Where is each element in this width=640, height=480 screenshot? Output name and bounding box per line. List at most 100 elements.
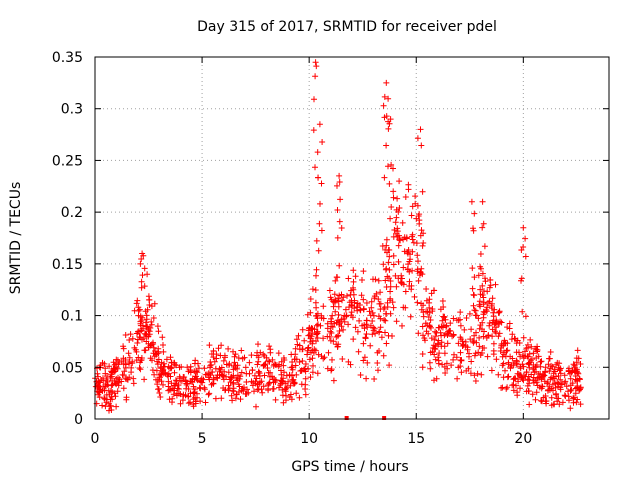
data-point (225, 369, 232, 376)
data-point (404, 250, 411, 257)
data-point (382, 317, 389, 324)
data-point (340, 294, 347, 301)
data-point (542, 393, 549, 399)
data-point (414, 299, 421, 306)
data-point (340, 326, 347, 333)
data-point (107, 388, 114, 394)
data-point (305, 365, 312, 372)
data-point (479, 198, 486, 205)
data-point (318, 227, 325, 234)
data-point (369, 331, 376, 338)
data-point (146, 302, 153, 308)
data-point (428, 335, 435, 342)
data-point (420, 332, 426, 339)
x-tick-label: 10 (300, 431, 318, 447)
data-point (354, 307, 361, 314)
data-point (387, 288, 394, 295)
data-point (388, 161, 395, 168)
data-point (101, 395, 108, 402)
data-point (162, 370, 169, 377)
data-point (402, 304, 409, 311)
data-point (527, 336, 534, 343)
data-point (126, 354, 133, 361)
data-point (280, 355, 287, 361)
data-point (106, 363, 113, 370)
data-point (313, 329, 320, 336)
data-point (393, 206, 400, 213)
data-point (526, 359, 533, 366)
data-point (376, 348, 382, 354)
data-point (574, 396, 581, 403)
data-point (335, 298, 342, 305)
data-point (522, 253, 529, 260)
data-point (346, 304, 352, 311)
data-point (347, 291, 354, 298)
data-point (558, 380, 565, 387)
data-point (411, 293, 418, 300)
data-point (450, 332, 457, 339)
data-point (238, 347, 245, 354)
data-point (507, 365, 514, 372)
data-point (454, 375, 461, 382)
data-point (194, 369, 201, 376)
data-point (183, 380, 190, 387)
data-point (284, 384, 290, 391)
data-point (455, 340, 462, 347)
data-point (486, 298, 493, 305)
data-point (546, 355, 553, 362)
data-point (123, 394, 130, 401)
data-point (504, 340, 511, 347)
data-point (222, 354, 228, 361)
data-point (520, 334, 527, 341)
data-points (92, 59, 584, 420)
data-point (107, 396, 114, 403)
data-point (418, 265, 425, 272)
data-point (239, 355, 246, 362)
data-point (142, 347, 149, 354)
data-point (390, 188, 397, 195)
data-point (450, 315, 457, 322)
data-point (548, 394, 555, 401)
data-point (524, 382, 531, 389)
data-point (476, 334, 483, 341)
data-point (328, 367, 335, 374)
data-point (407, 313, 414, 320)
data-point (562, 378, 569, 385)
data-point (233, 391, 240, 398)
data-point (320, 303, 327, 310)
data-point (141, 265, 148, 272)
data-point (293, 390, 300, 397)
data-point (554, 395, 560, 402)
data-point (305, 332, 312, 339)
data-point (280, 399, 287, 406)
data-point (208, 361, 215, 368)
data-point (287, 382, 294, 389)
data-point (470, 302, 477, 309)
data-point (440, 313, 447, 320)
data-point (165, 363, 172, 370)
data-point (248, 352, 255, 359)
data-point (157, 371, 164, 378)
data-point (137, 260, 144, 267)
data-point (335, 311, 342, 318)
data-point (348, 287, 355, 294)
data-point (136, 365, 143, 371)
data-point (541, 378, 548, 385)
data-point (372, 276, 379, 283)
data-point (415, 277, 422, 284)
data-point (368, 298, 375, 305)
data-point (424, 322, 431, 329)
data-point (415, 258, 421, 265)
data-point (360, 306, 367, 313)
data-point (113, 360, 120, 367)
data-point (119, 371, 126, 378)
data-point (476, 325, 483, 332)
data-point (355, 348, 362, 355)
data-point (506, 325, 513, 332)
data-point (143, 323, 150, 330)
data-point (242, 391, 249, 397)
data-point (360, 340, 367, 347)
data-point (363, 300, 370, 306)
data-point (190, 390, 197, 397)
data-point (182, 377, 189, 384)
